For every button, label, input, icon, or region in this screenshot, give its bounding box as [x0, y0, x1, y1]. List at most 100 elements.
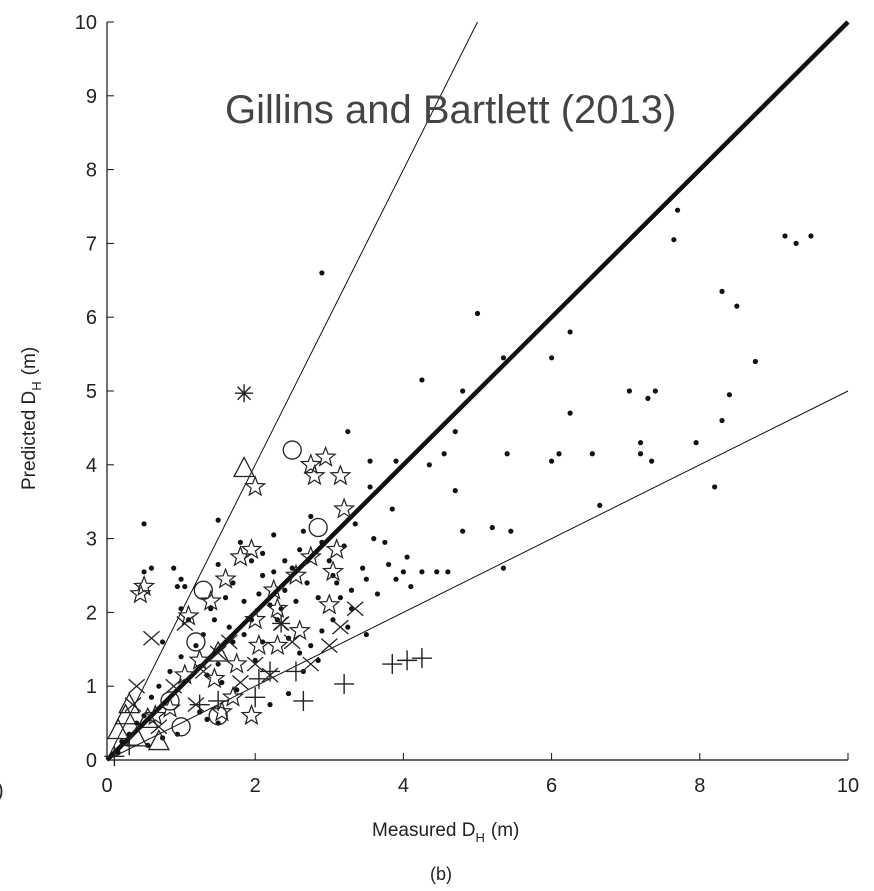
- dot-point-25: [567, 410, 573, 416]
- figure-caption: (b): [430, 864, 452, 884]
- y-tick-label-4: 4: [86, 455, 97, 477]
- star-point-28: [240, 704, 263, 726]
- dot-point-87: [126, 731, 132, 737]
- reference-line-1to2: [106, 390, 849, 761]
- reference-line-2to1: [106, 21, 478, 761]
- dot-point-123: [248, 617, 255, 623]
- dot-point-94: [182, 583, 188, 590]
- dot-point-60: [297, 547, 303, 553]
- x-point-16: [165, 678, 183, 694]
- dot-point-72: [211, 617, 218, 623]
- dot-point-70: [215, 561, 221, 568]
- dot-point-80: [178, 654, 184, 660]
- plus-point-0: [248, 668, 269, 689]
- dot-point-99: [285, 690, 292, 697]
- circle-point-4: [171, 717, 191, 737]
- dot-point-102: [241, 631, 247, 638]
- dot-point-56: [393, 576, 399, 582]
- dot-point-81: [167, 668, 173, 675]
- dot-point-6: [671, 237, 677, 243]
- asterisk-point-1: [272, 614, 291, 633]
- dot-point-62: [282, 587, 288, 593]
- x-tick-label-3: 6: [546, 775, 557, 797]
- y-tick-label-6: 6: [86, 307, 97, 329]
- x-point-7: [302, 656, 320, 672]
- x-point-5: [331, 619, 349, 635]
- dot-point-43: [367, 484, 373, 490]
- dot-point-92: [148, 565, 155, 571]
- dot-point-45: [367, 458, 373, 464]
- stray-label: ): [0, 780, 4, 802]
- x-axis-label-unit: (m): [491, 820, 519, 841]
- dot-point-98: [267, 702, 273, 708]
- star-point-2: [329, 464, 352, 486]
- plus-point-7: [334, 673, 355, 694]
- series-plus: [104, 648, 432, 767]
- dot-point-88: [119, 738, 125, 745]
- y-tick-label-5: 5: [86, 381, 97, 403]
- y-tick-label-3: 3: [86, 529, 97, 551]
- dot-point-20: [441, 451, 447, 457]
- dot-point-86: [134, 720, 140, 726]
- dot-point-119: [219, 679, 225, 686]
- x-axis-label-subscript: H: [476, 830, 485, 845]
- dot-point-14: [719, 417, 725, 424]
- x-point-0: [143, 630, 160, 646]
- dot-point-93: [178, 576, 184, 582]
- dot-point-124: [256, 591, 262, 597]
- triangle-point-2: [114, 703, 137, 725]
- star-point-30: [144, 703, 167, 726]
- star-point-19: [266, 596, 289, 619]
- y-tick-label-2: 2: [86, 602, 97, 624]
- dot-point-5: [674, 207, 681, 213]
- y-tick-label-1: 1: [86, 676, 97, 698]
- dot-point-7: [782, 233, 788, 239]
- dot-point-89: [115, 750, 121, 756]
- dot-point-117: [145, 742, 151, 748]
- dot-point-100: [215, 661, 221, 667]
- dot-point-106: [297, 650, 303, 656]
- star-point-1: [299, 453, 322, 475]
- dot-point-2: [500, 355, 507, 361]
- x-tick-label-4: 8: [694, 775, 705, 797]
- star-point-14: [229, 545, 252, 567]
- dot-point-135: [408, 583, 414, 590]
- dot-point-32: [637, 451, 644, 457]
- dot-point-18: [460, 388, 466, 394]
- dot-point-134: [400, 569, 406, 575]
- asterisk-point-0: [235, 384, 254, 403]
- circle-point-6: [160, 691, 180, 711]
- dot-point-27: [556, 451, 562, 457]
- dot-point-51: [337, 595, 344, 601]
- dot-point-23: [504, 451, 510, 457]
- dot-point-34: [597, 502, 603, 508]
- dot-point-22: [452, 488, 458, 494]
- dot-point-126: [282, 558, 288, 564]
- star-point-3: [303, 464, 326, 486]
- dot-point-113: [204, 716, 210, 723]
- dot-point-31: [637, 440, 644, 446]
- dot-point-12: [752, 358, 758, 365]
- dot-point-67: [237, 539, 243, 545]
- dot-point-9: [808, 233, 814, 239]
- dot-point-17: [419, 377, 425, 383]
- y-axis-label-subscript: H: [29, 381, 44, 390]
- dot-point-47: [389, 506, 395, 512]
- dot-point-137: [271, 532, 277, 538]
- circle-point-2: [193, 580, 213, 600]
- dot-point-21: [426, 462, 432, 468]
- svg-text:Predicted DH(m): Predicted DH (m): [19, 347, 44, 490]
- dot-point-36: [489, 524, 495, 531]
- dot-point-37: [508, 528, 514, 534]
- dot-point-40: [434, 569, 440, 575]
- star-point-18: [244, 608, 267, 630]
- star-point-5: [332, 497, 356, 519]
- y-axis-label: Predicted DH (m): [19, 347, 44, 490]
- x-tick-label-1: 2: [250, 775, 261, 797]
- dot-point-24: [549, 458, 555, 464]
- dot-point-10: [719, 288, 725, 294]
- star-point-25: [188, 648, 211, 670]
- circle-point-0: [282, 440, 302, 460]
- star-point-4: [244, 475, 267, 497]
- dot-point-131: [363, 576, 369, 582]
